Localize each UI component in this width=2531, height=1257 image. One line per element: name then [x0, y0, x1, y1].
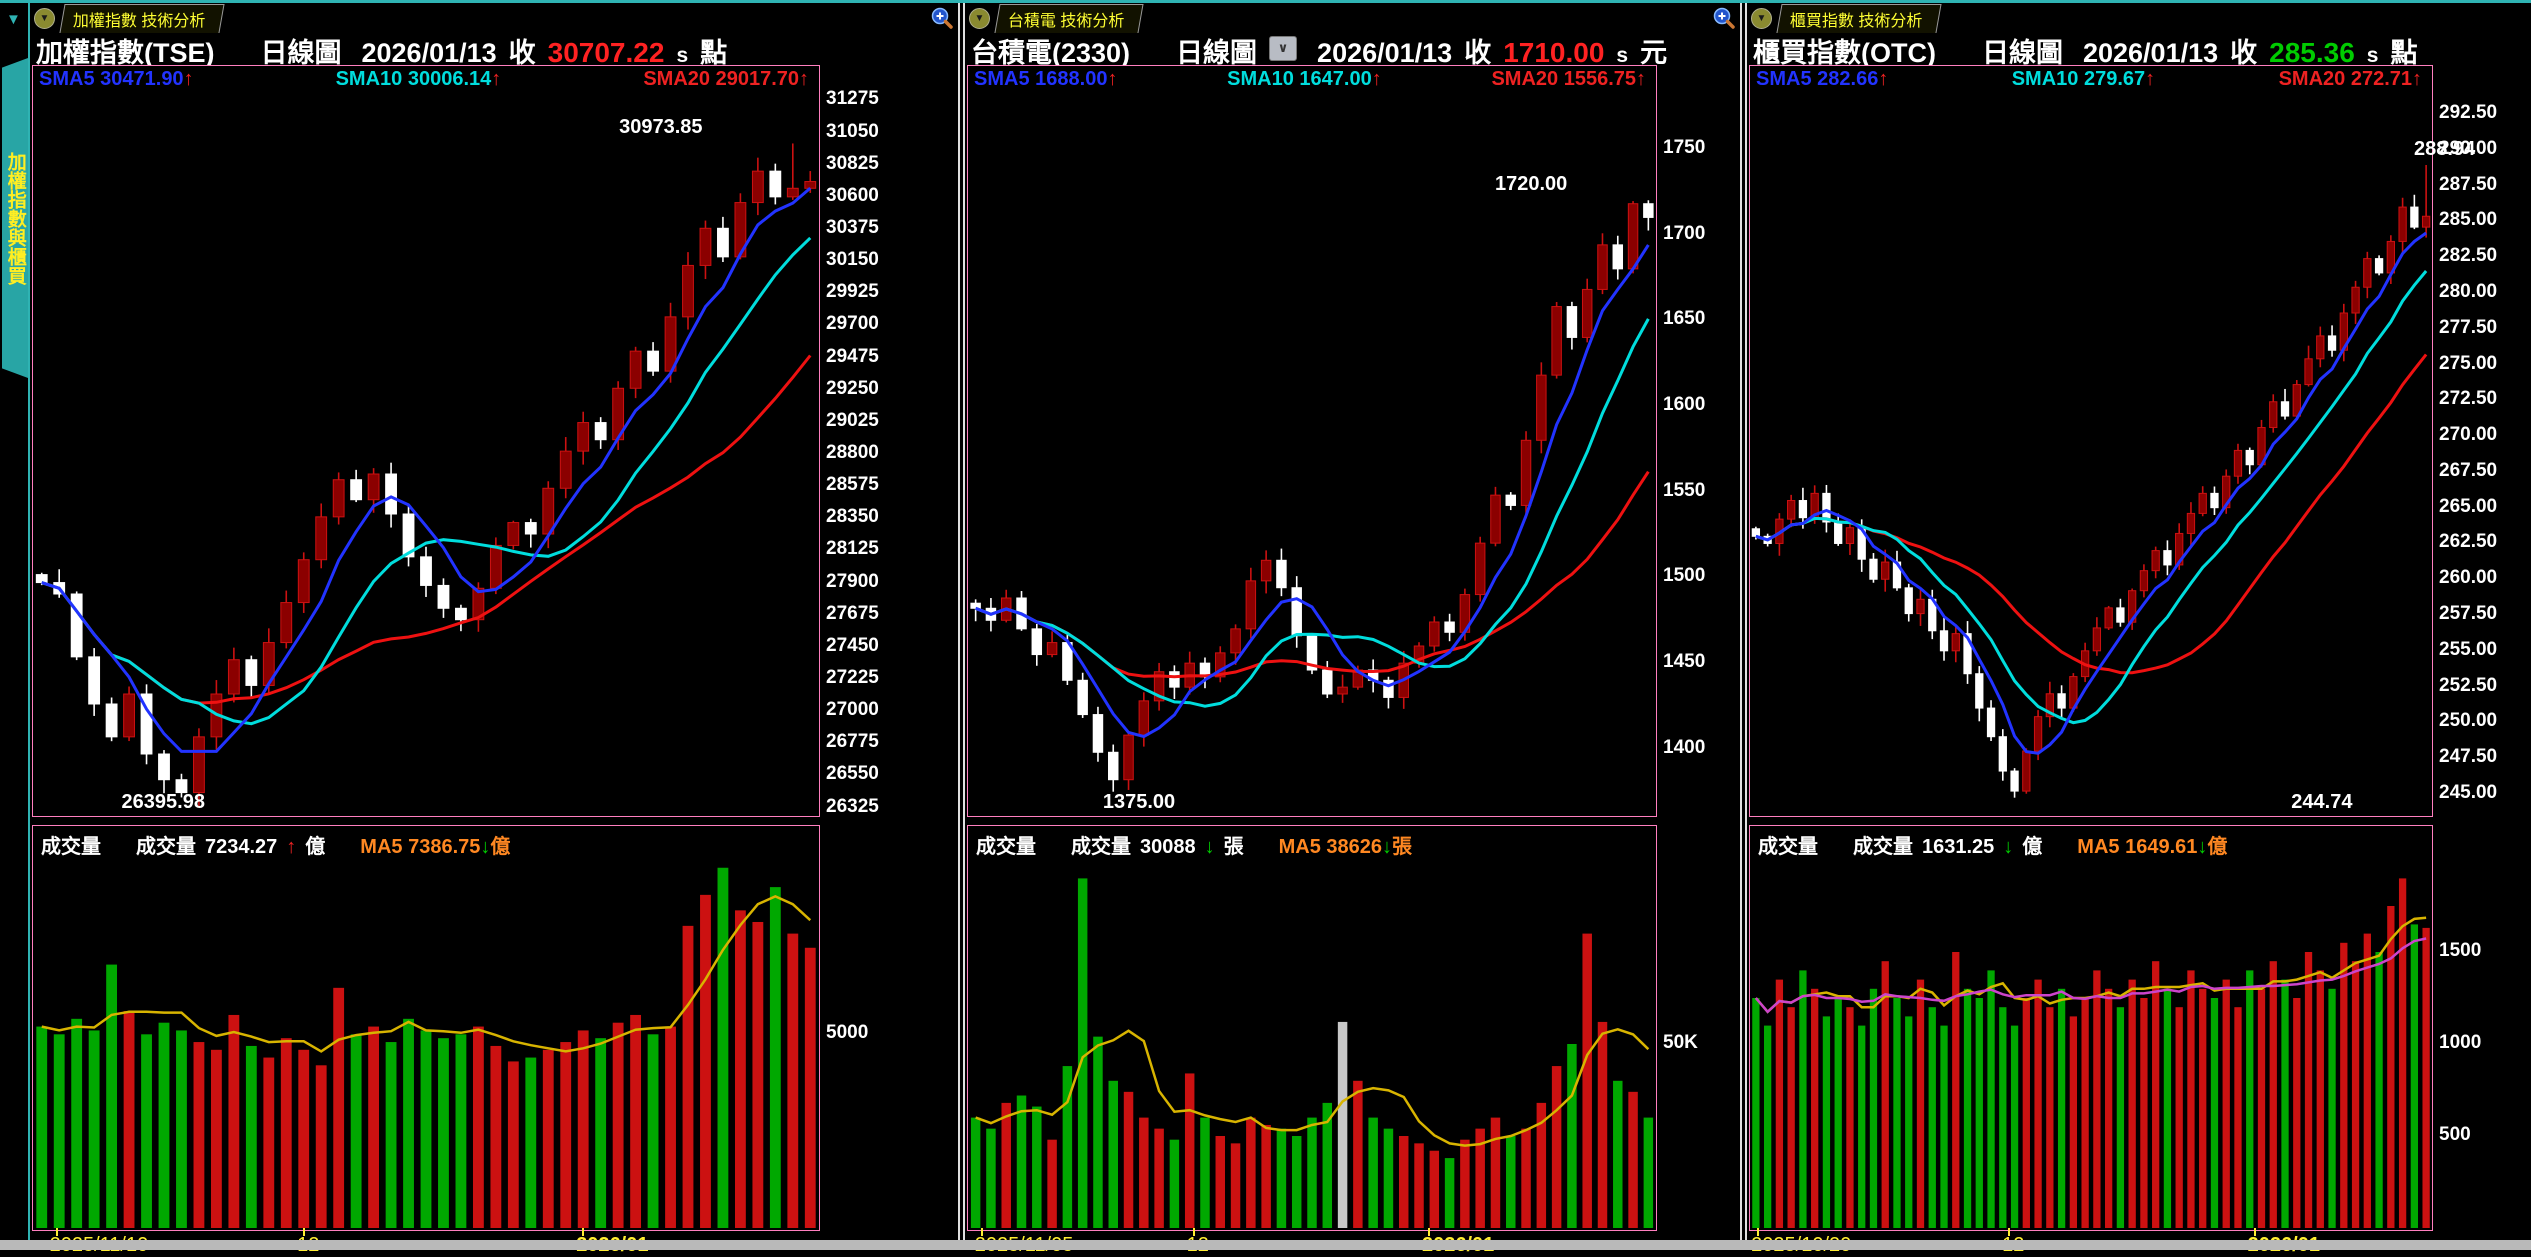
p3-volume-chart[interactable]	[1750, 860, 2432, 1228]
p1-volume-box: 成交量 成交量 7234.27 ↑ 億 MA5 7386.75↓億	[32, 825, 820, 1231]
p1-price-chart-box: SMA5 30471.90↑ SMA10 30006.14↑ SMA20 290…	[32, 65, 820, 817]
p1-menu-circle-icon[interactable]: ▼	[34, 7, 55, 29]
p2-tab[interactable]: 台積電 技術分析	[994, 3, 1145, 33]
panel-tse: ▼ 加權指數 技術分析 加權指數(TSE) 日線圖 2026/01/13 收 3…	[30, 3, 958, 1256]
p2-close-value: 1710.00	[1503, 37, 1605, 68]
p3-high-annotation: 288.94	[2414, 137, 2476, 160]
p2-chart-type: 日線圖	[1176, 38, 1258, 68]
p3-chart-type: 日線圖	[1981, 38, 2063, 68]
p2-volume-header: 成交量 成交量 30088 ↓ 張 MA5 38626↓張	[976, 836, 1413, 858]
p1-header: 加權指數(TSE) 日線圖 2026/01/13 收 30707.22 s 點	[36, 31, 727, 68]
p1-candlestick-chart[interactable]	[33, 94, 819, 814]
left-sidebar: ▼ 加權指數與櫃買	[0, 3, 30, 1240]
p2-close-label: 收	[1464, 38, 1492, 68]
p2-unit: 元	[1640, 38, 1668, 68]
p1-unit: 點	[700, 38, 728, 68]
sidebar-collapse-icon[interactable]: ▼	[6, 11, 21, 28]
p3-low-annotation: 244.74	[2291, 791, 2353, 813]
p2-date: 2026/01/13	[1317, 38, 1453, 68]
p3-tab[interactable]: 櫃買指數 技術分析	[1776, 3, 1943, 33]
p3-close-value: 285.36	[2269, 37, 2355, 68]
p1-close-suffix: s	[676, 44, 689, 67]
p2-low-annotation: 1375.00	[1102, 791, 1176, 813]
panel-separator-2	[1740, 3, 1747, 1240]
p3-close-suffix: s	[2366, 44, 2379, 67]
p2-header: 台積電(2330) 日線圖 ∨ 2026/01/13 收 1710.00 s 元	[971, 31, 1667, 68]
p2-chart-type-dropdown[interactable]: ∨	[1269, 35, 1298, 61]
p1-zoom-in-icon[interactable]	[930, 6, 954, 30]
top-accent-line	[0, 0, 2531, 3]
p3-volume-box: 成交量 成交量 1631.25 ↓ 億 MA5 1649.61↓億	[1749, 825, 2433, 1231]
p1-close-label: 收	[508, 38, 536, 68]
p3-title: 櫃買指數(OTC)	[1753, 38, 1936, 68]
p3-price-chart-box: SMA5 282.66↑ SMA10 279.67↑ SMA20 272.71↑	[1749, 65, 2433, 817]
p2-close-suffix: s	[1616, 44, 1629, 67]
p1-low-annotation: 26395.98	[121, 791, 205, 813]
p3-header: 櫃買指數(OTC) 日線圖 2026/01/13 收 285.36 s 點	[1753, 31, 2417, 68]
p1-volume-header: 成交量 成交量 7234.27 ↑ 億 MA5 7386.75↓億	[41, 836, 511, 858]
p2-price-chart-box: SMA5 1688.00↑ SMA10 1647.00↑ SMA20 1556.…	[967, 65, 1657, 817]
p1-tab[interactable]: 加權指數 技術分析	[59, 3, 226, 33]
p2-candlestick-chart[interactable]	[968, 94, 1656, 814]
p1-high-annotation: 30973.85	[619, 116, 703, 139]
p3-volume-header: 成交量 成交量 1631.25 ↓ 億 MA5 1649.61↓億	[1758, 836, 2228, 858]
p2-title: 台積電(2330)	[971, 38, 1131, 68]
p3-unit: 點	[2390, 38, 2418, 68]
p1-chart-type: 日線圖	[260, 38, 342, 68]
sidebar-tab-indices[interactable]: 加權指數與櫃買	[2, 58, 28, 378]
p1-volume-chart[interactable]	[33, 860, 819, 1228]
p3-sma-row: SMA5 282.66↑ SMA10 279.67↑ SMA20 272.71↑	[1756, 68, 2422, 90]
p3-close-label: 收	[2230, 38, 2258, 68]
panel-separator-1	[958, 3, 965, 1240]
p3-candlestick-chart[interactable]	[1750, 94, 2432, 814]
p2-zoom-in-icon[interactable]	[1712, 6, 1736, 30]
p1-close-value: 30707.22	[547, 37, 665, 68]
p2-high-annotation: 1720.00	[1495, 173, 1568, 196]
p1-sma-row: SMA5 30471.90↑ SMA10 30006.14↑ SMA20 290…	[39, 68, 809, 90]
p2-menu-circle-icon[interactable]: ▼	[969, 7, 990, 29]
panel-tsmc: ▼ 台積電 技術分析 台積電(2330) 日線圖 ∨ 2026/01/13 收 …	[965, 3, 1740, 1256]
p2-volume-chart[interactable]	[968, 860, 1656, 1228]
p2-volume-box: 成交量 成交量 30088 ↓ 張 MA5 38626↓張	[967, 825, 1657, 1231]
bottom-scrollbar[interactable]	[0, 1240, 2531, 1250]
p1-title: 加權指數(TSE)	[36, 38, 215, 68]
panel-otc: ▼ 櫃買指數 技術分析 櫃買指數(OTC) 日線圖 2026/01/13 收 2…	[1747, 3, 2531, 1256]
p3-date: 2026/01/13	[2082, 38, 2219, 68]
p1-date: 2026/01/13	[361, 38, 497, 68]
p3-menu-circle-icon[interactable]: ▼	[1751, 7, 1772, 29]
p2-sma-row: SMA5 1688.00↑ SMA10 1647.00↑ SMA20 1556.…	[974, 68, 1646, 90]
